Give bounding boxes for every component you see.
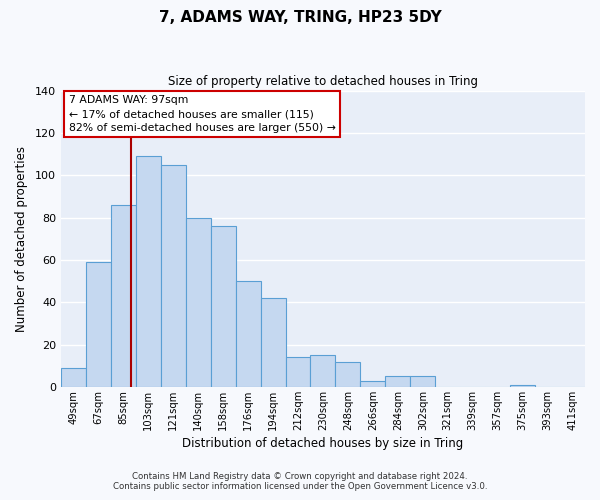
Text: 7 ADAMS WAY: 97sqm
← 17% of detached houses are smaller (115)
82% of semi-detach: 7 ADAMS WAY: 97sqm ← 17% of detached hou…: [69, 95, 335, 133]
X-axis label: Distribution of detached houses by size in Tring: Distribution of detached houses by size …: [182, 437, 464, 450]
Text: Contains HM Land Registry data © Crown copyright and database right 2024.: Contains HM Land Registry data © Crown c…: [132, 472, 468, 481]
Bar: [161, 164, 186, 387]
Bar: [385, 376, 410, 387]
Bar: [61, 368, 86, 387]
Bar: [186, 218, 211, 387]
Bar: [136, 156, 161, 387]
Text: 7, ADAMS WAY, TRING, HP23 5DY: 7, ADAMS WAY, TRING, HP23 5DY: [158, 10, 442, 25]
Bar: [310, 355, 335, 387]
Y-axis label: Number of detached properties: Number of detached properties: [15, 146, 28, 332]
Bar: [211, 226, 236, 387]
Bar: [86, 262, 111, 387]
Bar: [361, 380, 385, 387]
Bar: [260, 298, 286, 387]
Text: Contains public sector information licensed under the Open Government Licence v3: Contains public sector information licen…: [113, 482, 487, 491]
Title: Size of property relative to detached houses in Tring: Size of property relative to detached ho…: [168, 75, 478, 88]
Bar: [410, 376, 435, 387]
Bar: [111, 205, 136, 387]
Bar: [510, 385, 535, 387]
Bar: [236, 281, 260, 387]
Bar: [286, 358, 310, 387]
Bar: [335, 362, 361, 387]
